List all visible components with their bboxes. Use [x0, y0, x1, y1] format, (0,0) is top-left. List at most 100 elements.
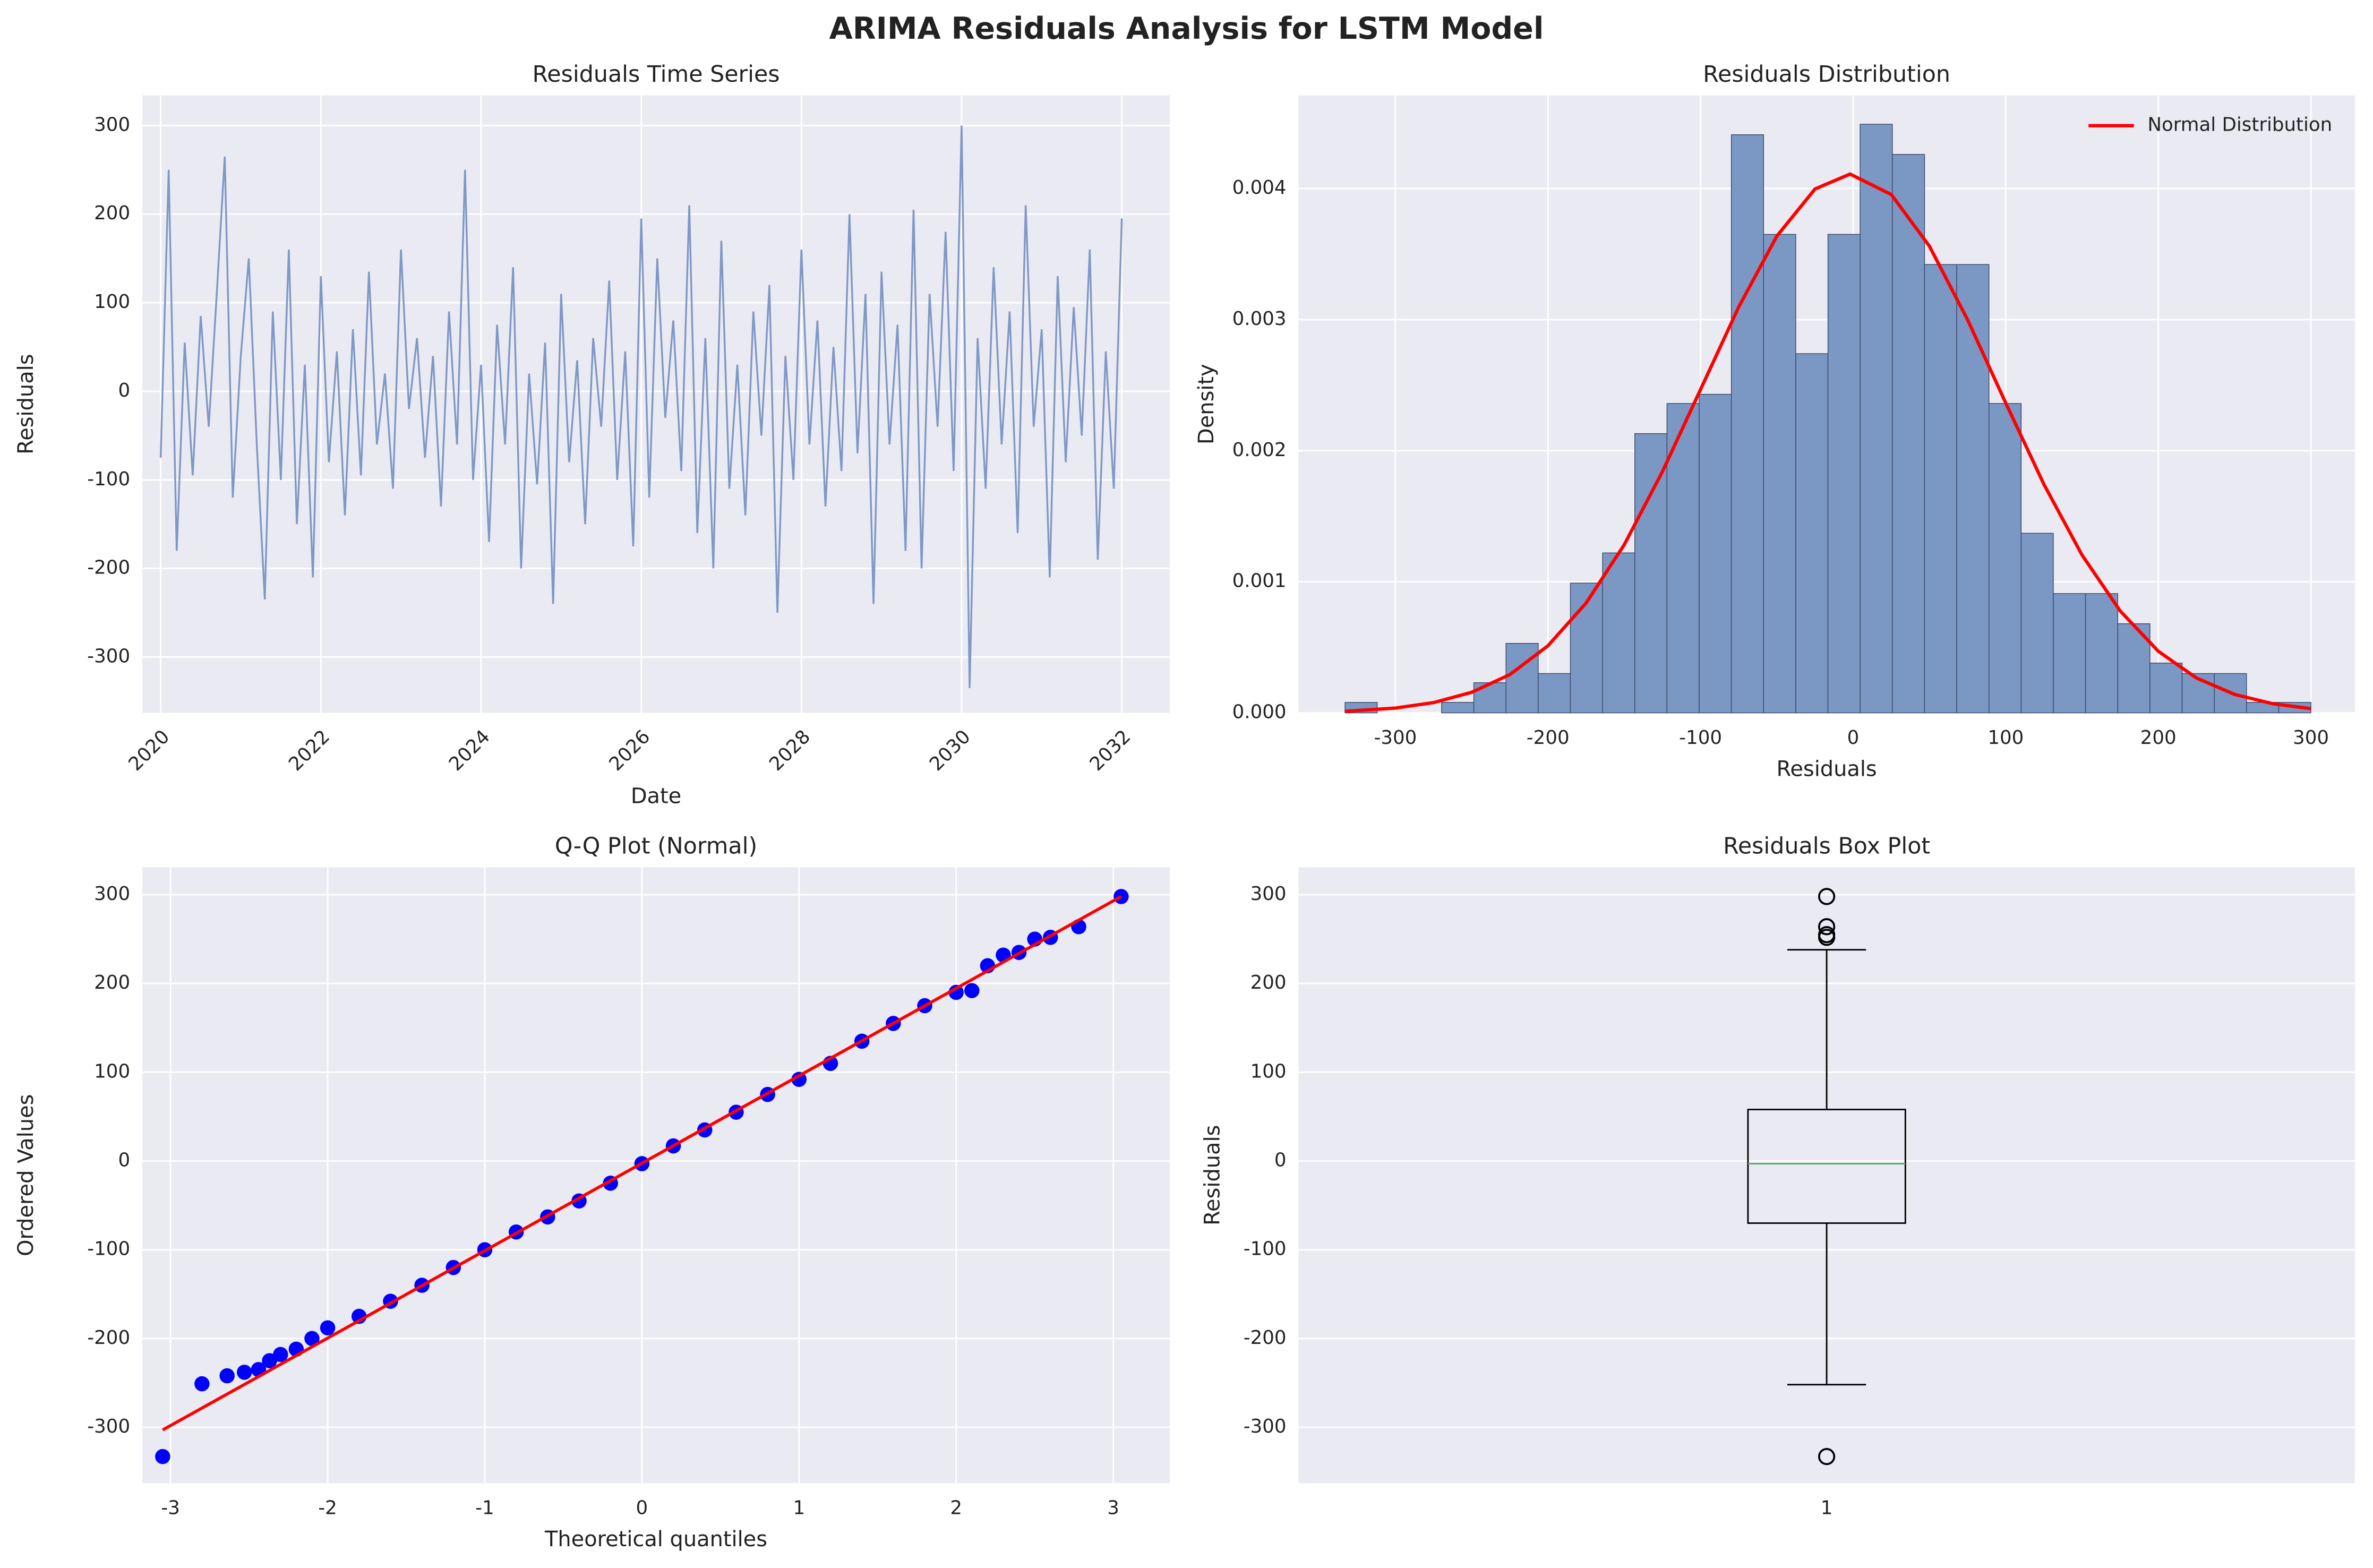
histogram-bar — [1634, 433, 1668, 714]
subplot-title: Residuals Box Plot — [1723, 833, 1930, 860]
y-tick-label: 300 — [94, 114, 130, 135]
outlier — [1818, 888, 1836, 905]
x-tick-label: 2 — [950, 1497, 962, 1519]
y-tick-label: 200 — [94, 972, 130, 993]
scatter-point — [219, 1368, 235, 1384]
data-line — [1344, 172, 2311, 713]
subplot-title: Q-Q Plot (Normal) — [555, 833, 757, 860]
y-tick-label: -300 — [87, 645, 130, 667]
figure-title: ARIMA Residuals Analysis for LSTM Model — [829, 11, 1544, 46]
histogram-bar — [1441, 702, 1475, 714]
histogram-bar — [1827, 234, 1861, 714]
x-tick-label: 100 — [1988, 727, 2024, 749]
histogram-bar — [1956, 264, 1990, 714]
scatter-point — [273, 1347, 288, 1363]
outlier — [1818, 926, 1836, 944]
y-tick-label: -100 — [1244, 1238, 1287, 1260]
subplot: Residuals Box Plot -300 -200 -100 0 100 200 300… — [1200, 833, 2355, 1519]
y-tick-label: 0 — [118, 1150, 130, 1171]
y-tick-label: 200 — [1250, 972, 1287, 993]
histogram-bar — [1988, 403, 2022, 714]
x-axis-label: Theoretical quantiles — [544, 1527, 767, 1552]
histogram-bar — [1795, 353, 1829, 714]
plot-background — [142, 867, 1170, 1484]
x-tick-label: -1 — [475, 1497, 494, 1519]
y-tick-label: 0.001 — [1232, 570, 1287, 592]
histogram-bar — [1699, 393, 1732, 714]
x-tick-label: -200 — [1527, 727, 1570, 749]
histogram-bar — [2085, 593, 2118, 714]
y-tick-label: 0.003 — [1232, 308, 1287, 330]
x-tick-label: -2 — [318, 1497, 337, 1519]
y-tick-label: 300 — [1250, 883, 1287, 905]
x-axis-label: Residuals — [1776, 757, 1877, 781]
outlier — [1818, 918, 1836, 936]
y-tick-label: 300 — [94, 883, 130, 905]
x-tick-label: 1 — [1821, 1497, 1833, 1519]
y-tick-label: -300 — [87, 1416, 130, 1437]
histogram-bar — [2149, 663, 2183, 714]
subplot: Residuals Time Series -300 -200 -100 0 100 200… — [14, 61, 1170, 809]
y-tick-label: -100 — [87, 468, 130, 490]
histogram-bar — [1538, 673, 1571, 714]
y-tick-label: 200 — [94, 202, 130, 224]
scatter-point — [320, 1320, 336, 1336]
scatter-point — [262, 1353, 277, 1368]
x-tick-label: 0 — [636, 1497, 648, 1519]
histogram-bar — [2053, 593, 2086, 714]
outlier — [1818, 1448, 1836, 1466]
scatter-point — [237, 1365, 252, 1380]
y-tick-label: 0.004 — [1232, 177, 1287, 199]
box — [1747, 1109, 1906, 1224]
data-line — [162, 895, 1122, 1432]
histogram-bar — [1924, 264, 1957, 714]
y-tick-label: -200 — [87, 557, 130, 579]
y-axis-label: Residuals — [1200, 1125, 1224, 1226]
y-tick-label: 100 — [94, 291, 130, 313]
subplot: Q-Q Plot (Normal) -300 -200 -100 0 100 200 300 -… — [14, 833, 1170, 1552]
scatter-point — [791, 1072, 807, 1087]
scatter-point — [304, 1331, 320, 1347]
y-axis-label: Ordered Values — [14, 1094, 38, 1256]
histogram-bar — [1892, 154, 1925, 714]
y-tick-label: 100 — [1250, 1060, 1287, 1082]
scatter-point — [1113, 889, 1129, 904]
x-tick-label: 200 — [2140, 727, 2177, 749]
y-tick-label: 0.000 — [1232, 701, 1287, 723]
x-tick-label: -100 — [1679, 727, 1722, 749]
histogram-bar — [2020, 533, 2054, 714]
scatter-point — [948, 984, 964, 1000]
x-tick-label: 0 — [1847, 727, 1860, 749]
y-tick-label: -100 — [87, 1238, 130, 1260]
histogram-bar — [1731, 134, 1764, 714]
y-tick-label: -200 — [87, 1327, 130, 1349]
histogram-bar — [1602, 552, 1635, 714]
y-tick-label: 100 — [94, 1060, 130, 1082]
y-tick-label: 0 — [1274, 1150, 1287, 1171]
data-line — [159, 125, 1123, 688]
histogram-bar — [1505, 642, 1539, 714]
x-tick-label: -300 — [1374, 727, 1417, 749]
x-tick-label: 1 — [793, 1497, 805, 1519]
y-axis-label: Residuals — [14, 354, 38, 454]
x-axis-label: Date — [631, 784, 681, 809]
legend-label: Normal Distribution — [2147, 114, 2332, 136]
scatter-point — [194, 1376, 210, 1392]
scatter-point — [964, 983, 980, 998]
histogram-bar — [1860, 124, 1893, 714]
y-tick-label: -300 — [1244, 1416, 1287, 1437]
plot-background — [142, 95, 1170, 713]
y-tick-label: 0 — [118, 380, 130, 401]
subplot-title: Residuals Time Series — [532, 61, 779, 88]
x-tick-label: 3 — [1107, 1497, 1119, 1519]
y-tick-label: 0.002 — [1232, 439, 1287, 461]
histogram-bar — [1763, 234, 1796, 714]
x-tick-label: 300 — [2293, 727, 2329, 749]
scatter-point — [155, 1449, 170, 1464]
y-tick-label: -200 — [1244, 1327, 1287, 1349]
histogram-bar — [1666, 403, 1700, 714]
subplot-title: Residuals Distribution — [1703, 61, 1950, 88]
y-axis-label: Density — [1194, 364, 1219, 444]
